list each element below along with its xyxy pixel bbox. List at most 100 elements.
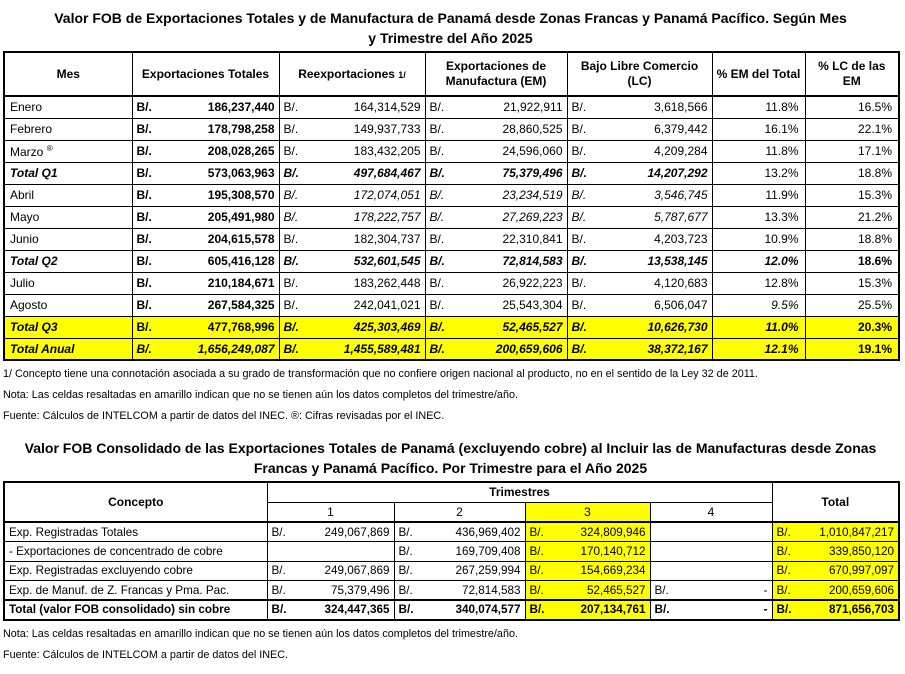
currency-prefix: B/. bbox=[429, 100, 445, 115]
month-cell: Total Anual bbox=[3, 337, 133, 361]
amount: 242,041,021 bbox=[353, 298, 421, 312]
table2-notes: Nota: Las celdas resaltadas en amarillo … bbox=[3, 628, 900, 661]
money-cell: B/. 605,416,128 bbox=[131, 249, 280, 273]
quarter-cell: B/. 324,809,946 bbox=[524, 521, 651, 542]
money-cell: B/. 210,184,671 bbox=[131, 271, 280, 295]
footnote: Nota: Las celdas resaltadas en amarillo … bbox=[3, 389, 518, 401]
table-row: - Exportaciones de concentrado de cobre B… bbox=[3, 541, 900, 562]
col-header-concepto: Concepto bbox=[3, 481, 268, 523]
currency-prefix: B/. bbox=[571, 166, 587, 180]
money-cell: B/. 497,684,467 bbox=[278, 161, 426, 185]
currency-prefix: B/. bbox=[136, 188, 152, 202]
amount: 170,140,712 bbox=[580, 544, 646, 558]
amount: 25,543,304 bbox=[502, 298, 563, 312]
percent-cell: 18.8% bbox=[804, 227, 900, 251]
table2-title-line2: Francas y Panamá Pacífico. Por Trimestre… bbox=[253, 460, 648, 476]
currency-prefix: B/. bbox=[283, 122, 299, 136]
currency-prefix: B/. bbox=[271, 525, 286, 539]
money-cell: B/. 1,656,249,087 bbox=[131, 337, 280, 361]
money-cell: B/. 4,209,284 bbox=[566, 139, 713, 163]
currency-prefix: B/. bbox=[529, 544, 544, 558]
amount: 4,120,683 bbox=[654, 276, 708, 290]
table2-header: Concepto Trimestres Total 1 2 3 4 bbox=[3, 481, 900, 523]
amount: 183,432,205 bbox=[353, 144, 421, 158]
percent-cell: 10.9% bbox=[711, 227, 806, 251]
money-cell: B/. 10,626,730 bbox=[566, 315, 713, 339]
money-cell: B/. 164,314,529 bbox=[278, 95, 426, 119]
money-cell: B/. 6,379,442 bbox=[566, 117, 713, 141]
currency-prefix: B/. bbox=[136, 341, 152, 356]
currency-prefix: B/. bbox=[398, 544, 413, 558]
currency-prefix: B/. bbox=[571, 188, 587, 202]
currency-prefix: B/. bbox=[136, 254, 152, 268]
quarter-cell: B/. - bbox=[649, 580, 773, 601]
money-cell: B/. 178,222,757 bbox=[278, 205, 426, 229]
currency-prefix: B/. bbox=[571, 254, 587, 268]
quarter-cell: B/. 340,074,577 bbox=[393, 599, 526, 620]
money-cell: B/. 23,234,519 bbox=[424, 183, 568, 207]
amount: 425,303,469 bbox=[353, 320, 421, 334]
amount: 22,310,841 bbox=[502, 232, 563, 246]
currency-prefix: B/. bbox=[429, 276, 445, 290]
amount: 26,922,223 bbox=[502, 276, 563, 290]
currency-prefix: B/. bbox=[136, 276, 152, 290]
currency-prefix: B/. bbox=[429, 144, 445, 158]
currency-prefix: B/. bbox=[654, 583, 669, 597]
amount: 200,659,606 bbox=[495, 341, 563, 356]
table2-title: Valor FOB Consolidado de las Exportacion… bbox=[3, 438, 898, 478]
money-cell: B/. 477,768,996 bbox=[131, 315, 280, 339]
table-row: Enero B/. 186,237,440 B/. 164,314,529 B/. 21,9… bbox=[3, 95, 900, 119]
col-header-total: Total bbox=[771, 481, 900, 523]
currency-prefix: B/. bbox=[283, 144, 299, 158]
currency-prefix: B/. bbox=[283, 298, 299, 312]
amount: 573,063,963 bbox=[207, 166, 275, 180]
quarter-cell bbox=[649, 541, 773, 562]
quarter-cell: B/. 249,067,869 bbox=[266, 521, 395, 542]
month-cell: Mayo bbox=[3, 205, 133, 229]
currency-prefix: B/. bbox=[283, 166, 299, 180]
percent-cell: 11.0% bbox=[711, 315, 806, 339]
amount: 340,074,577 bbox=[455, 603, 521, 617]
money-cell: B/. 26,922,223 bbox=[424, 271, 568, 295]
table-row: Exp. de Manuf. de Z. Francas y Pma. Pac.… bbox=[3, 580, 900, 601]
quarter-cell bbox=[266, 541, 395, 562]
money-cell: B/. 72,814,583 bbox=[424, 249, 568, 273]
col-header-trimestres: Trimestres bbox=[266, 481, 773, 503]
currency-prefix: B/. bbox=[283, 276, 299, 290]
amount: 497,684,467 bbox=[353, 166, 421, 180]
currency-prefix: B/. bbox=[429, 341, 445, 356]
percent-cell: 11.8% bbox=[711, 139, 806, 163]
quarter-cell: B/. 267,259,994 bbox=[393, 560, 526, 581]
currency-prefix: B/. bbox=[136, 166, 152, 180]
amount: 195,308,570 bbox=[207, 188, 275, 202]
currency-prefix: B/. bbox=[136, 232, 152, 246]
amount: 27,269,223 bbox=[502, 210, 563, 224]
percent-cell: 15.3% bbox=[804, 183, 900, 207]
percent-cell: 20.3% bbox=[804, 315, 900, 339]
quarter-cell bbox=[649, 560, 773, 581]
table-row: Exp. Registradas excluyendo cobre B/. 249,… bbox=[3, 560, 900, 581]
money-cell: B/. 27,269,223 bbox=[424, 205, 568, 229]
currency-prefix: B/. bbox=[283, 100, 299, 115]
money-cell: B/. 182,304,737 bbox=[278, 227, 426, 251]
col-header-pct-lc-em: % LC de las EM bbox=[804, 51, 900, 97]
amount: 436,969,402 bbox=[455, 525, 521, 539]
amount: 72,814,583 bbox=[502, 254, 563, 268]
currency-prefix: B/. bbox=[571, 298, 587, 312]
quarter-cell: B/. 154,669,234 bbox=[524, 560, 651, 581]
money-cell: B/. 75,379,496 bbox=[424, 161, 568, 185]
table1-notes: 1/ Concepto tiene una connotación asocia… bbox=[3, 368, 900, 422]
currency-prefix: B/. bbox=[429, 254, 445, 268]
amount: 267,584,325 bbox=[207, 298, 275, 312]
quarter-cell: B/. 52,465,527 bbox=[524, 580, 651, 601]
money-cell: B/. 14,207,292 bbox=[566, 161, 713, 185]
money-cell: B/. 24,596,060 bbox=[424, 139, 568, 163]
amount: 324,447,365 bbox=[324, 603, 390, 617]
amount: 207,134,761 bbox=[580, 603, 646, 617]
money-cell: B/. 149,937,733 bbox=[278, 117, 426, 141]
currency-prefix: B/. bbox=[283, 232, 299, 246]
table-row: Total Anual B/. 1,656,249,087 B/. 1,455,589,… bbox=[3, 337, 900, 361]
percent-cell: 18.8% bbox=[804, 161, 900, 185]
amount: 1,455,589,481 bbox=[343, 341, 421, 356]
